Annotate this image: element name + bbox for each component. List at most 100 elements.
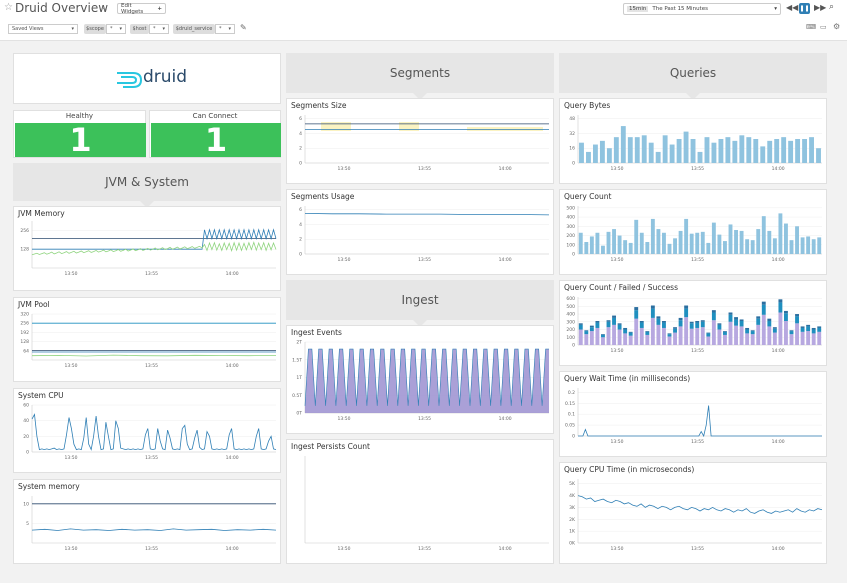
widget-title: System memory bbox=[18, 482, 80, 491]
bar-segment bbox=[578, 329, 583, 345]
bar-segment bbox=[739, 319, 744, 321]
bar-segment bbox=[684, 317, 689, 345]
host-value: * bbox=[153, 26, 156, 32]
query-cpu-time-widget[interactable]: Query CPU Time (in microseconds) 5K 4K 3K 2… bbox=[559, 462, 827, 564]
bar-segment bbox=[628, 332, 633, 336]
bar bbox=[711, 142, 717, 163]
bar-segment bbox=[650, 317, 655, 345]
query-count-failed-success-widget[interactable]: Query Count / Failed / Success 600 500 400… bbox=[559, 280, 827, 366]
tv-mode-icon[interactable]: ▭ bbox=[820, 23, 827, 31]
druid-service-variable-select[interactable]: * ▾ bbox=[215, 24, 235, 34]
series-line bbox=[31, 354, 277, 357]
keyboard-icon[interactable]: ⌨ bbox=[806, 23, 817, 31]
y-tick-label: 192 bbox=[20, 330, 29, 336]
time-range-selector[interactable]: 15min The Past 15 Minutes ▾ bbox=[623, 3, 781, 15]
bar bbox=[601, 245, 605, 254]
dashboard-title: Druid Overview bbox=[15, 1, 109, 15]
bar-segment bbox=[717, 324, 722, 330]
can-connect-value: 1 bbox=[151, 121, 281, 159]
bar-segment bbox=[589, 325, 594, 328]
ingest-events-chart: 2T 1.5T 1T 0.5T 0T 13:50 13:55 14:00 bbox=[292, 340, 549, 422]
pencil-icon[interactable]: ✎ bbox=[240, 23, 247, 32]
widget-title: System CPU bbox=[18, 391, 64, 400]
system-memory-widget[interactable]: System memory 10 5 13:50 13:55 14:00 bbox=[13, 479, 281, 564]
bar bbox=[704, 137, 710, 163]
x-tick-label: 14:00 bbox=[772, 257, 785, 263]
widget-title: Segments Usage bbox=[291, 192, 355, 201]
series-line bbox=[31, 528, 277, 531]
bar-segment bbox=[656, 318, 661, 325]
bar-segment bbox=[578, 324, 583, 330]
x-tick-label: 13:50 bbox=[611, 546, 624, 552]
query-wait-time-widget[interactable]: Query Wait Time (in milliseconds) 0.2 0.1… bbox=[559, 371, 827, 457]
bar bbox=[673, 238, 677, 254]
x-tick-label: 13:55 bbox=[145, 271, 158, 277]
system-cpu-widget[interactable]: System CPU 60 40 20 0 13:50 13:55 14:00 bbox=[13, 388, 281, 473]
forward-icon[interactable]: ▶▶ bbox=[814, 3, 827, 12]
chevron-down-icon[interactable]: ⌄ bbox=[101, 3, 109, 13]
segments-usage-widget[interactable]: Segments Usage 6 4 2 0 13:50 13:55 14:00 bbox=[286, 189, 554, 275]
bar bbox=[772, 238, 777, 254]
jvm-pool-chart: 320 256 192 128 64 13:50 13:55 14:00 bbox=[20, 312, 277, 369]
bar-segment bbox=[678, 317, 683, 321]
bar bbox=[788, 140, 794, 163]
series-line bbox=[31, 241, 277, 256]
ingest-persists-widget[interactable]: Ingest Persists Count 13:50 13:55 14:00 bbox=[286, 439, 554, 564]
bar-segment bbox=[800, 327, 805, 332]
bar-segment bbox=[606, 320, 611, 322]
healthy-label: Healthy bbox=[65, 112, 94, 120]
jvm-pool-widget[interactable]: JVM Pool 320 256 192 128 64 13:50 13:55 14:00 bbox=[13, 297, 281, 382]
y-tick-label: 0 bbox=[572, 161, 575, 167]
bar-segment bbox=[711, 310, 716, 313]
gear-icon[interactable]: ⚙ bbox=[833, 22, 841, 31]
y-tick-label: 0.2 bbox=[568, 390, 575, 396]
segments-size-widget[interactable]: Segments Size 6 4 2 0 13:50 13:55 14:00 bbox=[286, 98, 554, 184]
ingest-events-widget[interactable]: Ingest Events 2T 1.5T 1T 0.5T 0T 13:50 13:55 14… bbox=[286, 325, 554, 434]
bar bbox=[802, 139, 808, 163]
bar-segment bbox=[784, 313, 788, 321]
caret-down-icon: ▾ bbox=[71, 26, 74, 32]
jvm-memory-widget[interactable]: JVM Memory 256 128 13:50 13:55 14:00 bbox=[13, 206, 281, 291]
y-tick-label: 0.05 bbox=[565, 423, 575, 429]
bar-segment bbox=[700, 321, 705, 328]
section-segments: Segments bbox=[286, 53, 554, 100]
y-tick-label: 100 bbox=[566, 335, 575, 341]
bar-segment bbox=[795, 323, 799, 345]
widget-title: Query Bytes bbox=[564, 101, 611, 110]
y-tick-label: 100 bbox=[566, 242, 575, 248]
bar-segment bbox=[617, 329, 622, 345]
bar-segment bbox=[628, 335, 633, 345]
druid-logo-panel: druid bbox=[13, 53, 281, 104]
y-tick-label: 10 bbox=[23, 501, 29, 507]
segments-highlight-2 bbox=[399, 122, 419, 131]
bar-segment bbox=[700, 327, 705, 345]
bar-segment bbox=[728, 312, 733, 315]
rewind-icon[interactable]: ◀◀ bbox=[786, 3, 799, 12]
bar bbox=[613, 137, 619, 163]
x-tick-label: 14:00 bbox=[772, 546, 785, 552]
y-tick-label: 1T bbox=[296, 375, 302, 381]
y-tick-label: 128 bbox=[20, 247, 29, 253]
search-icon[interactable]: ⌕ bbox=[829, 2, 835, 12]
query-bytes-chart: 48 32 16 0 13:50 13:55 14:00 bbox=[569, 115, 822, 172]
bar-segment bbox=[811, 333, 816, 345]
bar-segment bbox=[761, 301, 766, 305]
star-icon[interactable]: ☆ bbox=[4, 2, 13, 13]
y-tick-label: 0 bbox=[572, 343, 575, 349]
saved-views-select[interactable]: Saved Views ▾ bbox=[8, 24, 78, 34]
x-tick-label: 13:50 bbox=[611, 166, 624, 172]
pause-icon[interactable]: ❚❚ bbox=[799, 3, 810, 14]
edit-widgets-button[interactable]: Edit Widgets + bbox=[117, 3, 166, 15]
bar-segment bbox=[662, 322, 666, 328]
bar bbox=[586, 151, 591, 163]
bar bbox=[689, 233, 694, 254]
query-bytes-widget[interactable]: Query Bytes 48 32 16 0 13:50 13:55 14:00 bbox=[559, 98, 827, 184]
widget-title: JVM Pool bbox=[18, 300, 50, 309]
bar-segment bbox=[778, 312, 783, 345]
host-variable-select[interactable]: * ▾ bbox=[149, 24, 169, 34]
scope-variable-select[interactable]: * ▾ bbox=[106, 24, 126, 34]
bar-segment bbox=[784, 321, 788, 345]
x-tick-label: 13:50 bbox=[338, 166, 351, 172]
bar-segment bbox=[706, 336, 711, 345]
query-count-widget[interactable]: Query Count 500 400 300 200 100 0 13:50 13:55 14… bbox=[559, 189, 827, 275]
